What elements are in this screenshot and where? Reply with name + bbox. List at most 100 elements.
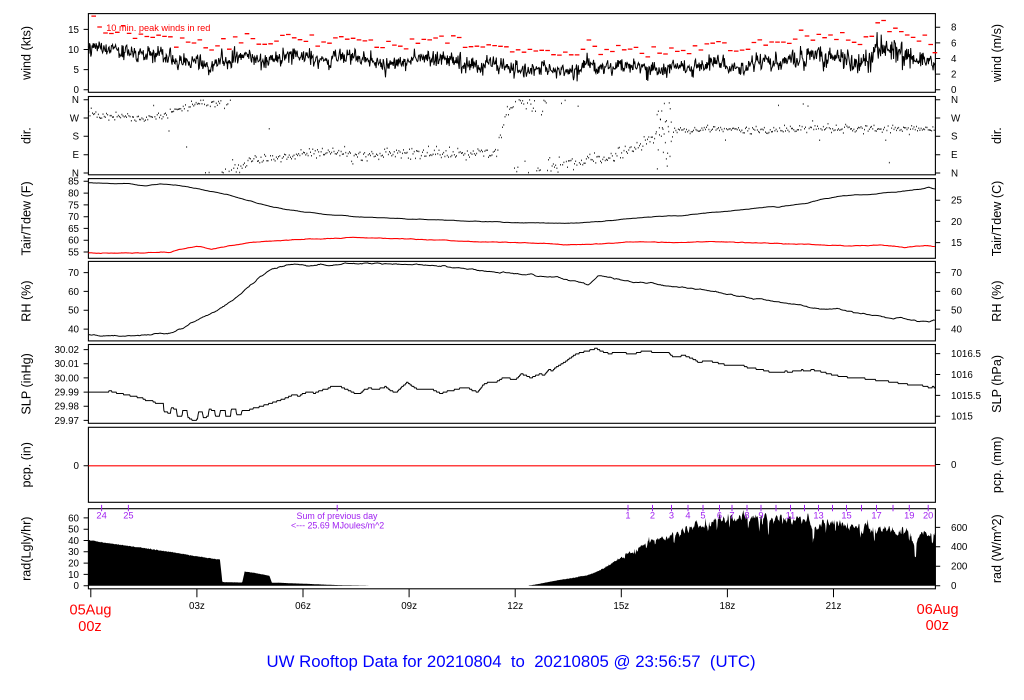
svg-text:4: 4 (951, 54, 957, 65)
svg-text:50: 50 (68, 306, 79, 317)
svg-text:13: 13 (813, 510, 823, 520)
svg-text:2: 2 (951, 70, 956, 81)
svg-text:Tair/Tdew (C): Tair/Tdew (C) (990, 181, 1004, 257)
svg-text:2: 2 (650, 510, 655, 520)
svg-text:8: 8 (744, 510, 749, 520)
svg-text:E: E (951, 150, 958, 161)
svg-text:65: 65 (68, 224, 79, 235)
svg-text:pcp. (in): pcp. (in) (19, 442, 33, 488)
svg-text:0: 0 (951, 460, 957, 471)
svg-text:N: N (951, 95, 958, 106)
svg-text:50: 50 (68, 525, 79, 536)
svg-text:06Aug: 06Aug (917, 602, 959, 618)
svg-text:4: 4 (685, 510, 690, 520)
svg-text:0: 0 (951, 581, 957, 592)
svg-text:600: 600 (951, 523, 968, 534)
svg-text:8: 8 (951, 23, 957, 34)
svg-text:N: N (72, 168, 79, 179)
svg-text:29.98: 29.98 (54, 402, 79, 413)
svg-text:UW Rooftop Data for 20210804: UW Rooftop Data for 20210804 to 20210805… (266, 652, 755, 671)
svg-text:17: 17 (871, 510, 881, 520)
svg-text:15: 15 (68, 25, 79, 36)
svg-text:12z: 12z (507, 601, 523, 612)
svg-text:09z: 09z (401, 601, 417, 612)
svg-text:25: 25 (123, 510, 133, 520)
svg-text:1015: 1015 (951, 412, 973, 423)
svg-text:40: 40 (68, 536, 79, 547)
svg-text:30.02: 30.02 (54, 345, 79, 356)
svg-text:200: 200 (951, 562, 968, 573)
svg-text:20: 20 (951, 217, 962, 228)
svg-text:wind (m/s): wind (m/s) (990, 24, 1004, 83)
svg-text:dir.: dir. (990, 127, 1004, 144)
svg-text:70: 70 (68, 212, 79, 223)
svg-text:dir.: dir. (19, 127, 33, 144)
svg-text:55: 55 (68, 247, 79, 258)
svg-text:S: S (951, 132, 958, 143)
svg-text:50: 50 (951, 306, 962, 317)
svg-text:W: W (951, 113, 961, 124)
svg-text:03z: 03z (189, 601, 205, 612)
svg-text:3: 3 (669, 510, 674, 520)
svg-text:1015.5: 1015.5 (951, 391, 982, 402)
svg-text:60: 60 (951, 287, 962, 298)
svg-text:29.99: 29.99 (54, 388, 79, 399)
svg-text:0: 0 (74, 85, 80, 96)
svg-text:SLP (inHg): SLP (inHg) (19, 353, 33, 414)
svg-text:18z: 18z (720, 601, 736, 612)
svg-text:<--- 25.69 MJoules/m^2: <--- 25.69 MJoules/m^2 (291, 521, 384, 531)
svg-text:60: 60 (68, 236, 79, 247)
svg-text:400: 400 (951, 542, 968, 553)
svg-text:N: N (72, 95, 79, 106)
svg-text:10: 10 (68, 45, 79, 56)
svg-text:60: 60 (68, 513, 79, 524)
svg-text:40: 40 (951, 325, 962, 336)
svg-text:6: 6 (717, 510, 722, 520)
svg-text:24: 24 (96, 510, 106, 520)
svg-text:rad(Lgly/hr): rad(Lgly/hr) (19, 517, 33, 581)
svg-text:15z: 15z (613, 601, 629, 612)
svg-text:30: 30 (68, 547, 79, 558)
svg-text:10 min. peak winds in red: 10 min. peak winds in red (106, 23, 210, 33)
svg-text:00z: 00z (78, 619, 101, 635)
svg-text:80: 80 (68, 189, 79, 200)
svg-text:6: 6 (951, 38, 957, 49)
svg-text:SLP (hPa): SLP (hPa) (990, 355, 1004, 413)
svg-text:1016: 1016 (951, 370, 973, 381)
svg-text:Tair/Tdew (F): Tair/Tdew (F) (19, 181, 33, 255)
svg-text:5: 5 (74, 65, 80, 76)
svg-text:E: E (72, 150, 79, 161)
svg-text:05Aug: 05Aug (70, 603, 112, 619)
svg-text:11: 11 (786, 510, 796, 520)
svg-text:RH (%): RH (%) (19, 280, 33, 321)
svg-text:70: 70 (68, 268, 79, 279)
svg-text:20: 20 (68, 559, 79, 570)
svg-text:70: 70 (951, 268, 962, 279)
svg-text:40: 40 (68, 325, 79, 336)
svg-text:20: 20 (923, 510, 933, 520)
svg-text:W: W (70, 113, 80, 124)
svg-text:00z: 00z (926, 618, 949, 634)
svg-text:85: 85 (68, 177, 79, 188)
svg-text:N: N (951, 168, 958, 179)
svg-text:wind (kts): wind (kts) (19, 26, 33, 81)
svg-text:5: 5 (700, 510, 705, 520)
svg-text:0: 0 (951, 85, 957, 96)
svg-text:Sum of previous day: Sum of previous day (297, 511, 378, 521)
svg-text:30.00: 30.00 (54, 373, 79, 384)
svg-text:15: 15 (951, 238, 962, 249)
svg-text:21z: 21z (826, 601, 842, 612)
svg-text:pcp. (mm): pcp. (mm) (990, 436, 1004, 493)
svg-text:0: 0 (74, 461, 80, 472)
svg-text:29.97: 29.97 (54, 416, 79, 427)
svg-text:7: 7 (729, 510, 734, 520)
svg-text:15: 15 (841, 510, 851, 520)
svg-text:60: 60 (68, 287, 79, 298)
svg-text:25: 25 (951, 196, 962, 207)
svg-text:0: 0 (74, 581, 80, 592)
svg-text:RH (%): RH (%) (990, 280, 1004, 321)
svg-text:rad (W/m^2): rad (W/m^2) (990, 514, 1004, 583)
svg-text:1016.5: 1016.5 (951, 349, 982, 360)
svg-text:S: S (72, 132, 79, 143)
svg-text:30.01: 30.01 (54, 359, 79, 370)
